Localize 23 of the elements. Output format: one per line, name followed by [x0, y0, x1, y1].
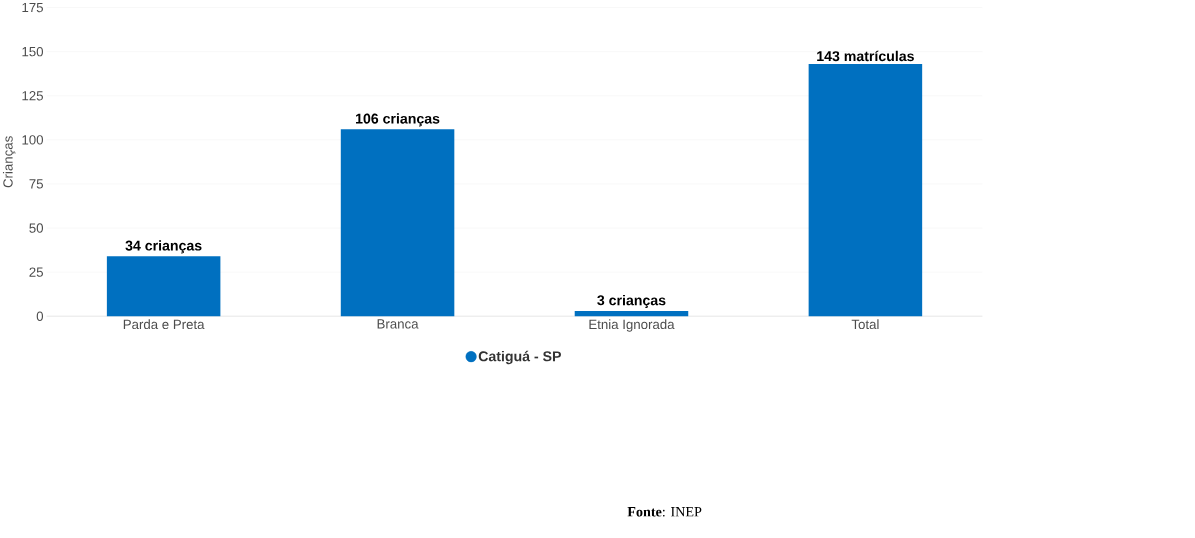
y-tick-label: 0 — [36, 311, 44, 321]
y-tick-label: 25 — [29, 267, 43, 277]
y-tick-label: 150 — [22, 46, 44, 57]
bar — [340, 129, 455, 316]
y-axis-title: Crianças — [2, 136, 16, 188]
x-tick-label: Etnia Ignorada — [589, 319, 675, 332]
data-label: 3 crianças — [597, 294, 666, 308]
bar — [106, 256, 221, 316]
x-tick-label: Total — [851, 319, 879, 329]
y-tick-label: 75 — [29, 179, 43, 189]
y-tick-label: 100 — [22, 134, 44, 145]
data-label: 34 crianças — [125, 240, 202, 254]
y-tick-label: 50 — [29, 223, 44, 233]
bar — [574, 310, 689, 316]
legend-label: Catiguá - SP — [478, 350, 561, 364]
bar — [808, 63, 923, 316]
text: Fonte: INEP — [627, 506, 702, 517]
x-tick-label: Parda e Preta — [123, 319, 205, 329]
data-label: 143 matrículas — [817, 50, 914, 61]
y-tick-label: 175 — [22, 2, 43, 12]
y-tick-label: 125 — [22, 90, 43, 101]
x-tick-label: Branca — [377, 319, 419, 329]
data-label: 106 crianças — [356, 113, 440, 127]
